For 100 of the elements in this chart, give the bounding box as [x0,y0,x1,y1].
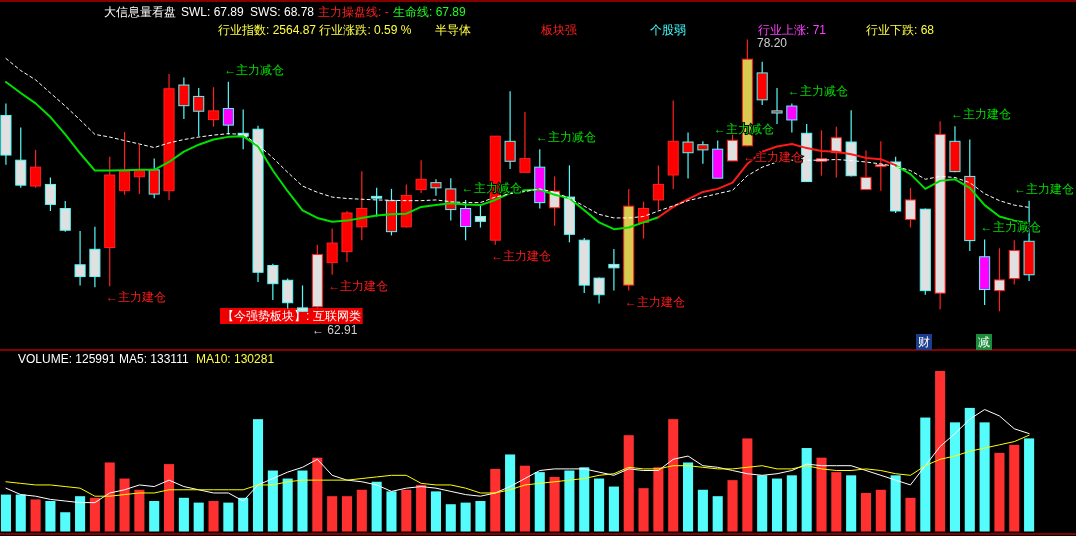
bar [208,501,219,532]
candlestick [608,248,620,292]
candlestick [119,131,131,196]
bar [771,478,783,532]
candlestick [504,90,516,170]
bar [401,489,412,532]
text: 行业下跌: 68 [866,23,935,37]
bar [712,496,723,532]
candlestick [326,228,338,276]
text: MA10: 130281 [196,352,275,366]
candlestick [682,132,694,180]
bar [964,407,975,532]
candlestick [59,200,71,233]
bar [831,472,842,532]
bar [297,470,308,532]
chart-title: VOLUME: 125991 [18,352,116,366]
bar [445,504,456,532]
text: MA5: 133111 [119,352,189,366]
candlestick [993,247,1005,312]
candlestick [371,187,383,218]
text: 半导体 [435,23,471,37]
bar [638,488,649,532]
candlestick [30,149,42,189]
text: ←主力建仓 [1014,181,1074,196]
bar [846,475,857,532]
bar [178,497,189,532]
text: ←主力减仓 [787,84,848,99]
bar [757,475,768,532]
bar [75,496,86,532]
text: ←主力建仓 [950,107,1011,122]
bar [416,484,427,532]
candlestick [474,204,486,229]
bar [371,481,382,532]
candlestick [44,176,56,212]
bar [579,467,590,532]
bar [282,478,293,532]
candlestick [207,86,220,128]
bar [653,467,664,532]
bar [60,512,71,532]
bar [15,494,26,532]
bar [460,502,471,532]
bar [104,462,115,532]
candlestick [460,199,472,241]
candlestick [697,140,709,165]
candlestick [904,187,917,229]
bar [935,371,946,532]
text: ←主力减仓 [224,62,285,77]
text: ← 62.91 [312,323,358,337]
bar [905,497,916,532]
bar [534,472,545,532]
bar [608,486,619,532]
bar [0,494,11,532]
bar [267,470,278,532]
candlestick [193,87,205,137]
bar [356,489,367,532]
candlestick [222,81,234,135]
text: ←主力建仓 [328,278,389,293]
bar [668,419,679,532]
chart-title: 大信息量看盘 [104,5,176,19]
bar [786,475,797,532]
text: 板块强 [540,23,577,37]
bar [1009,444,1020,532]
bar [119,478,130,532]
candlestick [415,159,427,194]
candlestick [74,230,86,287]
bar [742,438,753,532]
bar [505,454,516,532]
text: 生命线: 67.89 [393,5,467,19]
bar [979,422,990,532]
text: ←主力建仓 [105,290,166,305]
bar [683,462,694,532]
text: ←主力建仓 [624,294,685,309]
bar [475,501,486,532]
bar [386,491,397,532]
text: 减 [978,335,990,349]
bar [801,448,812,532]
bar [223,502,234,532]
bar [890,475,901,532]
bar [949,422,960,532]
candlestick [786,102,798,134]
bar [327,496,338,532]
text: ←主力建仓 [491,248,552,263]
bar [816,457,827,532]
text: 个股弱 [650,23,686,37]
candlestick [430,178,442,197]
bar [193,502,204,532]
bar [45,501,56,532]
bar [994,452,1005,532]
bar [341,496,353,532]
bar [564,470,575,532]
text: 主力操盘线: - [318,5,389,19]
text: 财 [918,335,930,349]
bar [549,476,560,532]
candlestick [519,111,531,173]
bar [594,478,605,532]
bar [312,457,323,532]
bar [697,489,708,532]
bar [860,492,872,532]
bar [164,464,175,532]
candlestick [178,76,190,120]
